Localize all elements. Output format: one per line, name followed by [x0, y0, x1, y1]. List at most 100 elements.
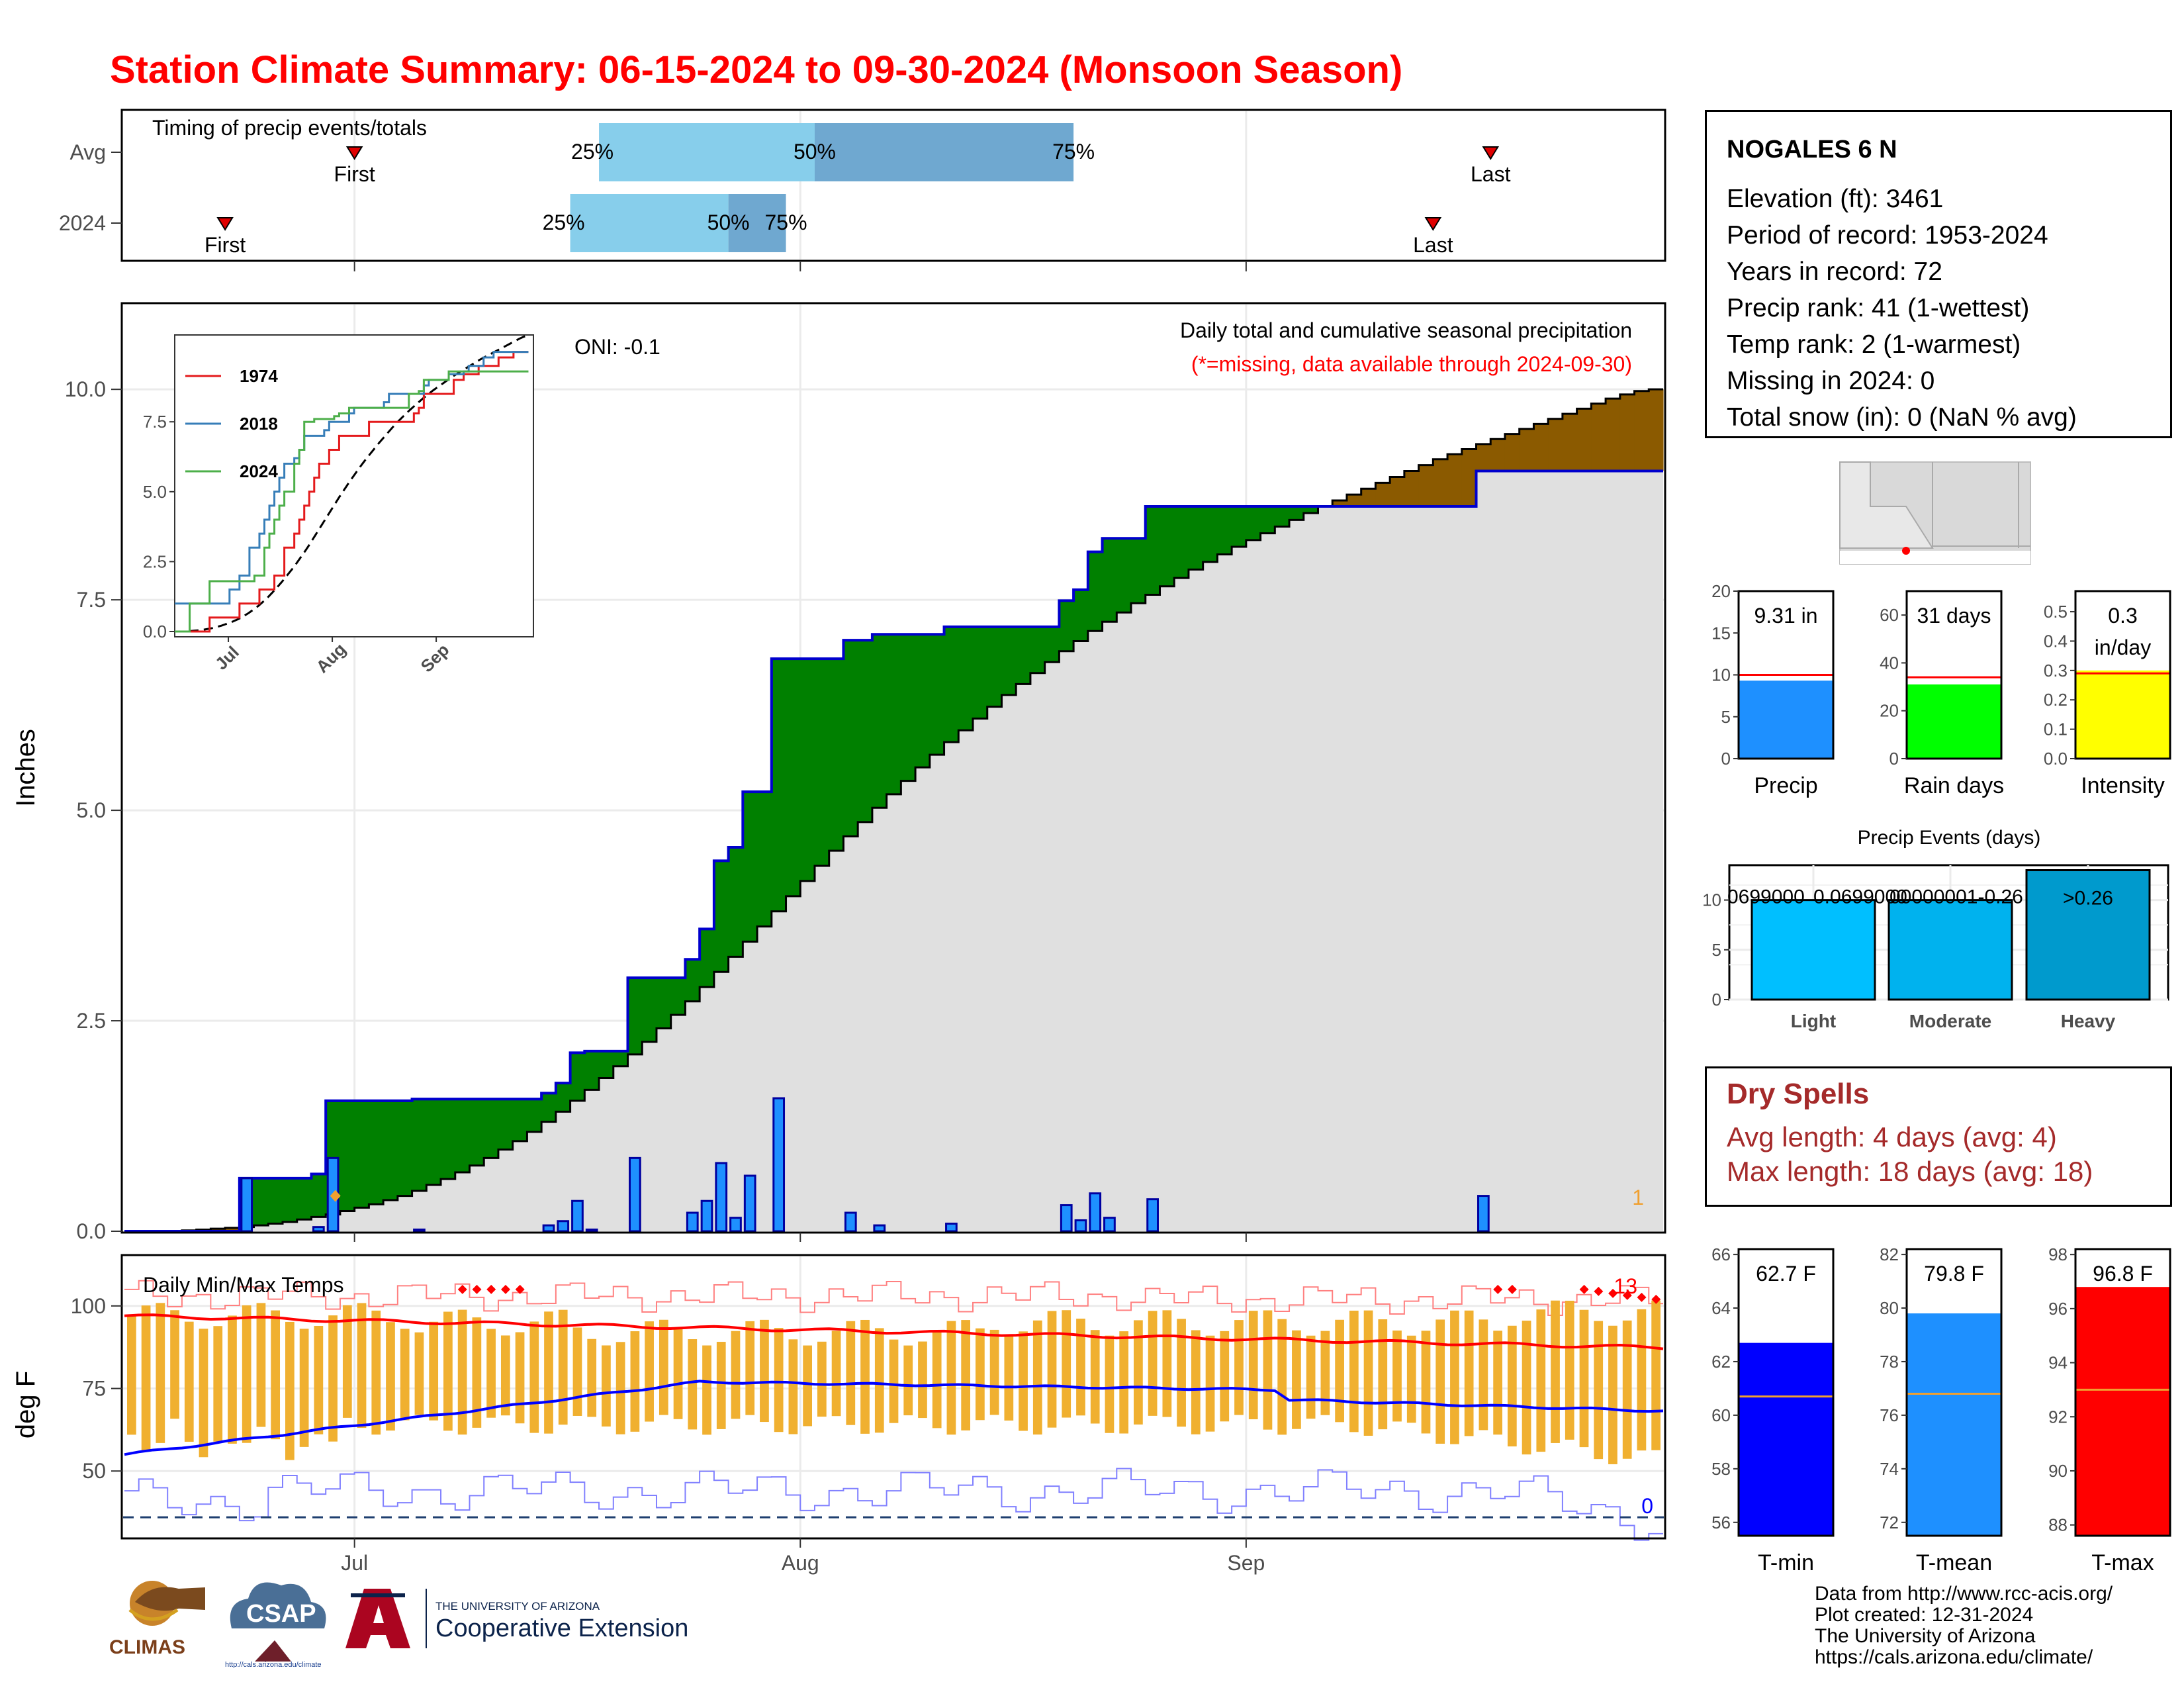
csap-url: http://cals.arizona.edu/climate — [225, 1661, 322, 1668]
temp-min-tick-label: 66 — [1711, 1244, 1731, 1264]
daily-temp-range-bar — [1392, 1331, 1402, 1422]
daily-temp-range-bar — [817, 1341, 827, 1417]
temp-max-tick-label: 94 — [2048, 1353, 2068, 1373]
above-average-area — [800, 659, 815, 881]
timing-bar-50-75 — [814, 123, 1074, 181]
daily-temp-range-bar — [1105, 1335, 1115, 1433]
daily-temp-range-bar — [946, 1321, 956, 1435]
temp-min-tick-label: 62 — [1711, 1352, 1731, 1372]
below-average-area — [1519, 428, 1535, 471]
daily-temp-range-bar — [400, 1329, 410, 1421]
timing-bar-50-75 — [728, 194, 786, 252]
precip-y-tick-label: 7.5 — [77, 588, 106, 612]
station-precip-rank: Precip rank: 41 (1-wettest) — [1727, 294, 2030, 322]
temp-min-axis-label: T-min — [1758, 1550, 1814, 1575]
daily-temp-range-bar — [328, 1315, 338, 1442]
above-average-area — [858, 640, 873, 822]
timing-label-25: 25% — [543, 211, 585, 234]
timing-row-label: 2024 — [59, 211, 106, 235]
above-average-area — [1188, 506, 1204, 570]
timing-first-marker — [345, 146, 363, 160]
daily-temp-range-bar — [1306, 1335, 1316, 1419]
record-high-line — [124, 1280, 1663, 1316]
temp-x-tick-label: Jul — [341, 1551, 368, 1575]
intensity-value-label: in/day — [2095, 635, 2151, 659]
above-average-area — [541, 1093, 557, 1122]
above-average-area — [1116, 538, 1132, 613]
temp-max-tick-label: 98 — [2048, 1244, 2068, 1264]
above-average-area — [455, 1099, 471, 1172]
average-max-temp-line — [124, 1313, 1664, 1350]
average-cumulative-area — [124, 471, 1663, 1232]
timing-label-75: 75% — [1052, 140, 1095, 164]
above-average-area — [1102, 538, 1117, 622]
daily-temp-range-bar — [357, 1303, 367, 1429]
daily-precip-bar — [557, 1220, 570, 1233]
intensity-tick-label: 0.5 — [2044, 602, 2068, 622]
rain-days-axis-label: Rain days — [1904, 773, 2004, 798]
above-average-area — [1289, 506, 1304, 520]
above-average-area — [441, 1099, 456, 1180]
events-heavy-label: >0.26 — [2063, 888, 2113, 910]
above-average-area — [915, 634, 931, 768]
daily-temp-range-bar — [1378, 1319, 1388, 1430]
cumulative-2024-line — [124, 469, 1663, 1233]
daily-temp-range-bar — [285, 1321, 295, 1460]
daily-temp-range-bar — [846, 1321, 856, 1425]
daily-temp-range-bar — [141, 1305, 151, 1452]
timing-first-marker — [216, 217, 234, 231]
intensity-tick-label: 0.1 — [2044, 720, 2068, 739]
below-average-area — [1332, 500, 1347, 506]
daily-temp-range-bar — [587, 1338, 597, 1417]
record-high-count: 13 — [1614, 1274, 1637, 1298]
temp-max-bar — [2075, 1287, 2170, 1536]
below-average-area — [1418, 465, 1433, 506]
precip-total-value-label: 9.31 in — [1754, 604, 1817, 628]
daily-temp-range-bar — [932, 1331, 942, 1429]
daily-temp-range-bar — [414, 1332, 424, 1415]
daily-precip-bar — [1477, 1195, 1490, 1233]
above-average-area — [642, 978, 657, 1042]
daily-temp-range-bar — [1464, 1310, 1474, 1436]
rain-days-bar — [1907, 684, 2001, 759]
dry-spells-max: Max length: 18 days (avg: 18) — [1727, 1156, 2093, 1187]
above-average-area — [786, 659, 801, 896]
timing-label-25: 25% — [571, 140, 614, 164]
average-min-temp-line — [124, 1380, 1664, 1456]
daily-temp-range-bar — [731, 1331, 741, 1419]
above-average-area — [527, 1099, 542, 1132]
events-tick-label: 5 — [1712, 940, 1721, 960]
daily-temp-range-bar — [1551, 1300, 1560, 1443]
daily-precip-bar — [1074, 1219, 1087, 1233]
above-average-area — [253, 1178, 269, 1226]
daily-temp-range-bar — [673, 1327, 683, 1419]
above-average-area — [743, 792, 758, 942]
dry-spells-avg: Avg length: 4 days (avg: 4) — [1727, 1121, 2057, 1152]
precip-total-bar — [1739, 680, 1833, 759]
timing-last-label: Last — [1471, 162, 1511, 186]
below-average-area — [1490, 439, 1506, 471]
intensity-value-label: 0.3 — [2108, 604, 2137, 628]
above-average-area — [1145, 506, 1161, 595]
daily-temp-range-bar — [1335, 1319, 1344, 1423]
above-average-area — [469, 1099, 484, 1166]
temp-mean-axis-label: T-mean — [1916, 1550, 1992, 1575]
daily-temp-range-bar — [529, 1321, 539, 1433]
daily-temp-range-bar — [659, 1319, 668, 1415]
temp-min-tick-label: 56 — [1711, 1513, 1731, 1532]
below-average-area — [1504, 434, 1520, 471]
rain-days-value-label: 31 days — [1917, 604, 1991, 628]
above-average-area — [1030, 626, 1046, 673]
above-average-area — [412, 1099, 427, 1191]
daily-temp-range-bar — [1047, 1311, 1057, 1428]
temp-panel-frame — [120, 1254, 1666, 1540]
below-average-area — [1548, 418, 1563, 471]
daily-temp-range-bar — [702, 1345, 711, 1435]
record-high-marker — [1608, 1288, 1618, 1298]
station-elevation: Elevation (ft): 3461 — [1727, 185, 1944, 213]
events-bar-label: 00000001-0.26 — [1889, 886, 2023, 908]
temp-max-tick-label: 88 — [2048, 1515, 2068, 1535]
below-average-area — [1346, 494, 1362, 506]
precip-panel-title: Daily total and cumulative seasonal prec… — [1180, 318, 1632, 342]
daily-temp-range-bar — [486, 1329, 496, 1418]
